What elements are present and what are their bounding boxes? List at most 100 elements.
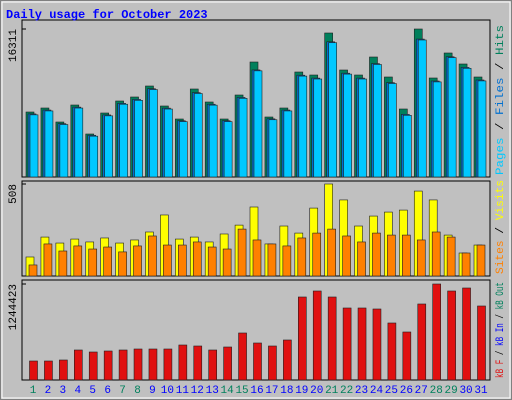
x-tick-label: 13 [206,385,219,397]
bar [297,296,307,381]
bar [268,119,278,178]
bar [327,228,336,277]
legend-separator: / [495,220,507,240]
bar [163,348,173,381]
x-tick-label: 3 [60,385,67,397]
bar [29,114,39,178]
bar [89,135,99,178]
x-tick-label: 23 [355,385,368,397]
bar [327,296,337,381]
bar [179,121,188,178]
y-tick-label: 1244423 [8,284,20,330]
x-tick-label: 8 [134,385,141,397]
legend-entry: Sites [495,240,507,274]
bar [73,245,83,277]
bar [74,107,84,178]
x-tick-label: 27 [415,385,428,397]
bar [312,290,322,381]
bar [373,64,382,178]
bar [328,42,337,178]
bar [372,308,382,381]
x-tick-label: 2 [45,385,52,397]
bar [312,232,322,277]
bar [343,73,352,178]
bar [134,100,143,178]
bar [148,348,158,381]
bar [253,342,262,381]
bar [178,244,187,277]
x-tick-label: 1 [30,385,37,397]
y-tick-label: 16311 [8,29,20,62]
x-tick-label: 4 [74,385,81,397]
bar [192,241,202,277]
bar [447,290,456,381]
bar [416,239,426,277]
bar [28,264,38,277]
bar [44,360,53,381]
bar [118,349,128,381]
x-tick-label: 6 [104,385,111,397]
legend: Pages / Files / Hits [495,25,507,175]
bar [104,115,113,178]
bar [417,303,427,381]
bar [447,57,457,178]
x-tick-label: 9 [149,385,156,397]
legend-separator: / [495,115,507,138]
x-tick-label: 14 [221,385,235,397]
bar [252,239,262,277]
bar [417,39,427,178]
bar [342,235,351,277]
bar [119,103,128,178]
x-tick-label: 29 [445,385,458,397]
bar [462,67,472,178]
bar [446,236,456,277]
bar [283,110,293,178]
bar [431,231,441,277]
x-tick-label: 16 [250,385,263,397]
bar [297,237,307,277]
bar [193,345,203,381]
x-tick-label: 17 [265,385,278,397]
x-tick-label: 26 [400,385,413,397]
bar [283,339,292,381]
bar [59,124,69,178]
bar [118,251,127,277]
bar [267,243,277,277]
bar [313,78,323,178]
legend-separator: / [495,55,507,78]
bar [163,244,172,277]
bar [74,349,83,381]
legend-entry: Visits [495,180,507,220]
bar [222,248,232,277]
x-tick-label: 24 [370,385,384,397]
bar [208,349,217,381]
bar [387,234,396,277]
bar [461,252,471,277]
bar [88,351,98,381]
bar [238,98,248,178]
x-tick-label: 30 [459,385,472,397]
bar [387,322,397,381]
bar [403,114,412,178]
x-tick-label: 31 [474,385,488,397]
legend-entry: Files [495,77,507,115]
x-tick-label: 7 [119,385,126,397]
bar [208,104,218,178]
bar [432,81,442,178]
legend-separator: / [495,346,507,360]
bar [462,287,471,381]
legend-entry: kB F [495,360,507,378]
bar [59,359,68,381]
bar [477,305,486,381]
x-tick-label: 12 [191,385,204,397]
bar [88,248,98,277]
bar [342,307,352,381]
bar [223,346,232,381]
bar [357,307,367,381]
x-tick-label: 28 [430,385,443,397]
legend-entry: Hits [495,25,507,55]
bar [268,345,277,381]
bar [178,344,188,381]
